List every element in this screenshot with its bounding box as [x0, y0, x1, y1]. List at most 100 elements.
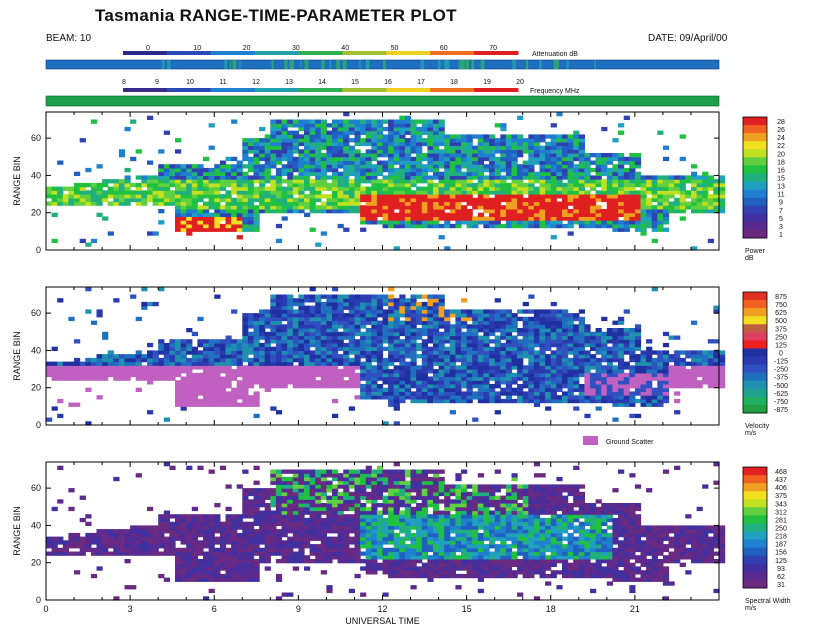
- heatmap-cell: [197, 384, 204, 389]
- heatmap-cell: [562, 331, 569, 337]
- heatmap-cell: [449, 134, 456, 139]
- heatmap-cell: [410, 171, 417, 176]
- heatmap-cell: [410, 212, 417, 217]
- heatmap-cell: [124, 532, 131, 538]
- heatmap-cell: [376, 167, 384, 173]
- heatmap-cell: [578, 339, 585, 344]
- heatmap-cell: [96, 201, 103, 206]
- heatmap-cell: [236, 212, 243, 217]
- heatmap-cell: [606, 190, 613, 195]
- heatmap-cell: [634, 331, 642, 337]
- heatmap-cell: [197, 223, 204, 229]
- heatmap-cell: [326, 372, 333, 378]
- heatmap-cell: [556, 156, 563, 162]
- heatmap-cell: [477, 372, 484, 378]
- heatmap-cell: [444, 141, 451, 147]
- heatmap-cell: [309, 145, 316, 150]
- heatmap-cell: [320, 324, 327, 329]
- colorbar-segment: [743, 221, 767, 231]
- heatmap-cell: [421, 216, 428, 221]
- heatmap-cell: [113, 186, 120, 191]
- heatmap-cell: [376, 354, 384, 359]
- heatmap-cell: [191, 357, 198, 363]
- heatmap-cell: [371, 156, 378, 162]
- heatmap-cell: [175, 532, 182, 538]
- heatmap-cell: [618, 357, 625, 363]
- heatmap-cell: [494, 201, 501, 206]
- heatmap-cell: [578, 387, 585, 392]
- heatmap-cell: [85, 182, 92, 188]
- heatmap-cell: [371, 141, 378, 147]
- heatmap-cell: [662, 145, 670, 150]
- heatmap-cell: [242, 369, 249, 374]
- heatmap-cell: [96, 365, 103, 370]
- heatmap-cell: [455, 328, 462, 333]
- heatmap-cell: [360, 316, 367, 322]
- heatmap-cell: [337, 164, 344, 169]
- heatmap-cell: [461, 171, 468, 176]
- heatmap-cell: [163, 186, 170, 191]
- heatmap-cell: [573, 354, 580, 359]
- heatmap-cell: [264, 324, 271, 329]
- heatmap-cell: [410, 149, 417, 154]
- heatmap-cell: [163, 369, 170, 374]
- heatmap-cell: [679, 357, 686, 363]
- heatmap-cell: [152, 361, 159, 366]
- heatmap-cell: [623, 391, 630, 396]
- heatmap-cell: [674, 365, 681, 370]
- heatmap-cell: [309, 331, 316, 337]
- heatmap-cell: [550, 301, 557, 307]
- heatmap-cell: [573, 376, 580, 381]
- heatmap-cell: [433, 194, 440, 199]
- heatmap-cell: [124, 361, 131, 366]
- heatmap-cell: [556, 179, 563, 184]
- heatmap-cell: [343, 164, 350, 169]
- heatmap-cell: [169, 547, 176, 553]
- heatmap-cell: [584, 153, 591, 158]
- heatmap-cell: [51, 544, 58, 549]
- heatmap-cell: [421, 201, 428, 206]
- heatmap-cell: [489, 138, 496, 143]
- heatmap-cell: [674, 410, 681, 415]
- heatmap-cell: [528, 186, 535, 191]
- heatmap-cell: [702, 182, 709, 188]
- colorbar-segment: [743, 292, 767, 301]
- heatmap-cell: [707, 384, 714, 389]
- heatmap-cell: [393, 160, 400, 165]
- heatmap-cell: [685, 179, 692, 184]
- heatmap-cell: [500, 160, 507, 165]
- heatmap-cell: [567, 339, 574, 344]
- heatmap-cell: [562, 346, 569, 351]
- heatmap-cell: [494, 376, 501, 381]
- heatmap-cell: [57, 361, 64, 366]
- heatmap-cell: [337, 123, 344, 128]
- attenuation-bar-fleck: [444, 60, 448, 69]
- heatmap-cell: [556, 350, 563, 355]
- heatmap-cell: [640, 372, 647, 378]
- colorbar-frame: [742, 291, 768, 414]
- heatmap-cell: [416, 141, 423, 147]
- heatmap-cell: [562, 145, 569, 150]
- heatmap-cell: [393, 335, 400, 340]
- colorbar-segment: [743, 404, 767, 414]
- heatmap-cell: [147, 194, 154, 199]
- heatmap-cell: [275, 171, 283, 176]
- heatmap-cell: [304, 309, 311, 314]
- heatmap-cell: [550, 387, 557, 392]
- heatmap-cell: [360, 205, 367, 210]
- heatmap-cell: [466, 372, 473, 378]
- heatmap-cell: [562, 361, 569, 366]
- heatmap-cell: [595, 369, 602, 374]
- heatmap-cell: [124, 585, 131, 590]
- heatmap-cell: [365, 361, 372, 366]
- heatmap-cell: [556, 342, 563, 348]
- heatmap-cell: [264, 156, 271, 162]
- heatmap-cell: [483, 175, 490, 180]
- heatmap-cell: [466, 339, 473, 344]
- heatmap-cell: [691, 361, 698, 366]
- heatmap-cell: [113, 372, 120, 378]
- heatmap-cell: [483, 354, 490, 359]
- heatmap-cell: [275, 298, 283, 303]
- heatmap-cell: [545, 205, 552, 210]
- heatmap-cell: [719, 175, 726, 180]
